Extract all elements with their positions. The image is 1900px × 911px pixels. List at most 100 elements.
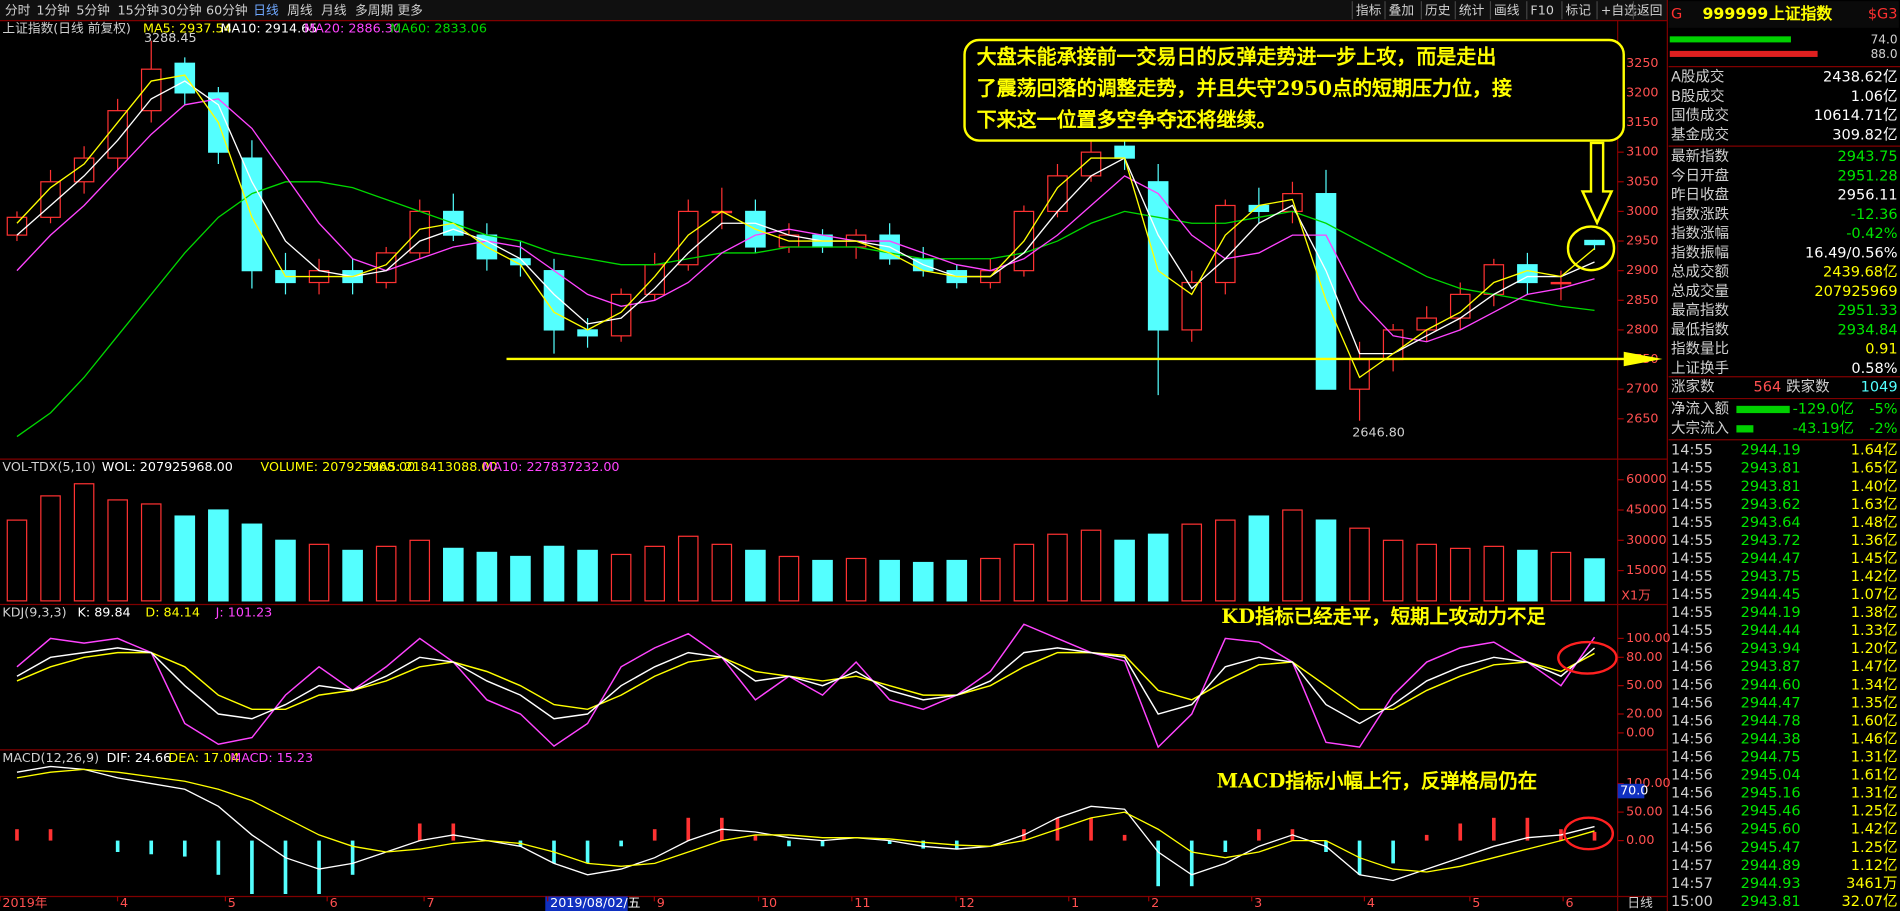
period-tab[interactable]: 60分钟 — [206, 2, 248, 17]
trade-time: 14:56 — [1671, 731, 1713, 747]
trade-volume: 1.07亿 — [1851, 586, 1898, 603]
kdj-header: KDJ(9,3,3) — [2, 604, 66, 619]
trade-volume: 1.34亿 — [1851, 676, 1898, 693]
macd-bar — [250, 840, 254, 895]
volume-bar — [1550, 551, 1572, 602]
tool-button[interactable]: 标记 — [1566, 2, 1592, 17]
period-tab[interactable]: 更多 — [397, 2, 422, 17]
volume-bar — [745, 549, 766, 602]
kdj-line — [16, 651, 1595, 711]
trade-volume: 1.45亿 — [1851, 550, 1898, 567]
date-highlight — [545, 896, 628, 911]
gauge-bar — [1669, 50, 1818, 57]
tool-button[interactable]: F10 — [1530, 2, 1554, 17]
tool-button[interactable]: 指标 — [1356, 2, 1382, 17]
period-tab[interactable]: 30分钟 — [160, 2, 202, 17]
volume-bar — [375, 545, 397, 602]
row-value: 2438.62亿 — [1823, 69, 1898, 86]
trade-price: 2944.44 — [1741, 623, 1801, 639]
trade-time: 14:56 — [1671, 840, 1713, 856]
trade-time: 14:56 — [1671, 677, 1713, 693]
trade-volume: 1.20亿 — [1851, 640, 1898, 657]
x-tick-label: 2019年 — [2, 895, 47, 910]
trade-time: 14:56 — [1671, 695, 1713, 711]
volume-bar — [73, 483, 95, 602]
row-label: A股成交 — [1671, 68, 1724, 86]
row-value: 2934.84 — [1838, 322, 1898, 338]
candle-body — [577, 329, 598, 337]
trade-volume: 1.25亿 — [1851, 803, 1898, 820]
tool-button[interactable]: 统计 — [1459, 2, 1485, 17]
x-tick-label: 4 — [1367, 895, 1375, 910]
trade-price: 2944.45 — [1741, 587, 1801, 603]
candle-body — [1416, 317, 1437, 331]
macd-bar — [1424, 834, 1429, 841]
trade-time: 14:56 — [1671, 713, 1713, 729]
trade-time: 14:56 — [1671, 750, 1713, 766]
volume-bar — [208, 509, 229, 602]
volume-bar — [1114, 539, 1135, 602]
tool-button[interactable]: 历史 — [1425, 2, 1451, 17]
ma-label: MA10: 2914.65 — [221, 21, 318, 36]
trade-price: 2945.60 — [1741, 822, 1801, 838]
macd-plot — [15, 765, 1597, 895]
period-tab[interactable]: 日线 — [253, 2, 279, 17]
volume-bar — [711, 543, 733, 602]
y-tick-label: 3250 — [1626, 55, 1658, 70]
y-tick-label: 2950 — [1626, 233, 1658, 248]
trade-volume: 1.60亿 — [1851, 712, 1898, 729]
candle-body — [1215, 204, 1236, 284]
y-tick-label: 3100 — [1626, 144, 1658, 159]
volume-bar — [6, 519, 28, 602]
macd-bar — [317, 840, 321, 895]
code: 999999 — [1702, 4, 1768, 23]
period-tab[interactable]: 15分钟 — [118, 2, 160, 17]
kdj-header: D: 84.14 — [145, 604, 200, 619]
period-tab[interactable]: 多周期 — [355, 2, 393, 17]
volume-bar — [510, 555, 531, 602]
kdj-plot — [16, 623, 1596, 749]
macd-bar — [417, 823, 422, 841]
trade-time: 14:55 — [1671, 515, 1713, 531]
y-tick-label: 2800 — [1626, 321, 1658, 336]
trade-price: 2944.19 — [1741, 605, 1801, 621]
trade-price: 2944.89 — [1741, 858, 1801, 874]
trade-price: 2943.81 — [1741, 894, 1801, 910]
tool-button[interactable]: +自选 — [1601, 2, 1637, 17]
tool-button[interactable]: 叠加 — [1389, 2, 1414, 17]
tool-button[interactable]: 画线 — [1494, 2, 1520, 17]
candle-body — [1550, 281, 1572, 285]
candle-body — [6, 216, 28, 236]
period-tab[interactable]: 5分钟 — [76, 2, 110, 17]
trade-volume: 1.63亿 — [1851, 496, 1898, 513]
ma-label: MA60: 2833.06 — [390, 21, 487, 36]
volume-bar — [107, 499, 128, 602]
volume-bar — [1349, 527, 1370, 602]
tool-button[interactable]: 返回 — [1637, 2, 1662, 17]
x-tick-label: 6 — [330, 895, 338, 910]
kdj-note: KD指标已经走平，短期上攻动力不足 — [1221, 605, 1546, 628]
volume-bar — [140, 503, 162, 602]
period-tab[interactable]: 分时 — [5, 2, 31, 17]
macd-bar — [1391, 840, 1395, 864]
row-value: 2951.28 — [1838, 168, 1898, 184]
trade-time: 14:56 — [1671, 768, 1713, 784]
volume-bar — [946, 559, 968, 602]
y-tick-label: 2900 — [1626, 262, 1658, 277]
macd-bar — [1156, 840, 1160, 887]
decline-label: 跌家数 — [1786, 379, 1830, 396]
ma-line — [16, 98, 1595, 343]
trade-time: 14:55 — [1671, 461, 1713, 477]
trade-time: 15:00 — [1671, 894, 1713, 910]
market: G — [1671, 7, 1682, 23]
macd-bar — [1492, 817, 1496, 841]
macd-bar — [887, 840, 892, 845]
macd-bar — [115, 840, 120, 852]
period-tab[interactable]: 月线 — [321, 2, 347, 17]
trade-price: 2945.16 — [1741, 786, 1801, 802]
period-tab[interactable]: 1分钟 — [36, 2, 70, 17]
period-tab[interactable]: 周线 — [287, 2, 313, 17]
y-tick-label: 60000 — [1626, 471, 1666, 486]
